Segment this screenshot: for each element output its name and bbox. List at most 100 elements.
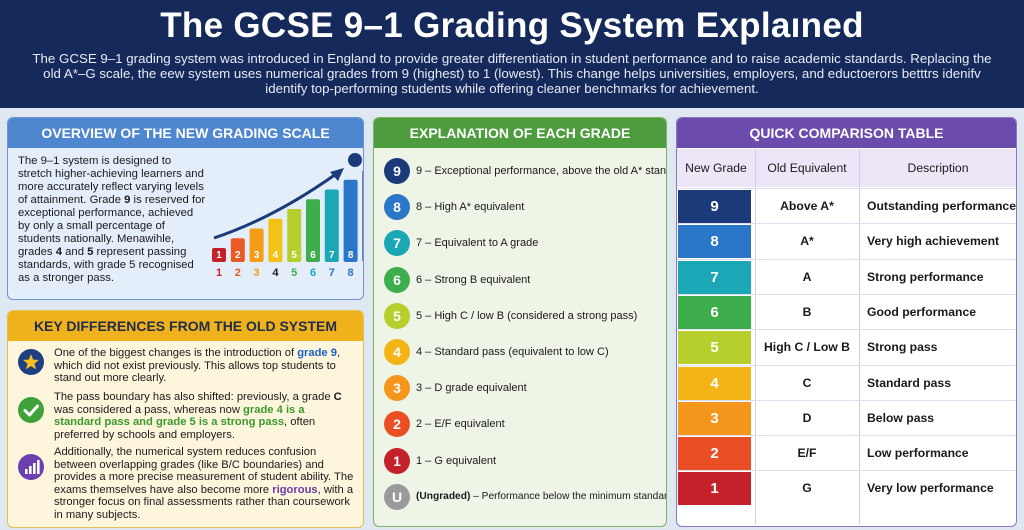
diff2-text-b: was considered a pass, whereas now — [54, 403, 244, 416]
table-cell-old-equivalent: D — [802, 410, 812, 425]
illustration-bar-label: 1 — [216, 250, 222, 261]
grade-item: 7 7 – Equivalent to A grade — [384, 230, 664, 258]
table-cell-grade: 5 — [678, 331, 751, 365]
table-cell-grade: 9 — [678, 190, 751, 223]
table-cell-old-equivalent: E/F — [797, 446, 817, 461]
grade-item: 8 8 – High A* equivalent — [384, 194, 664, 222]
comparison-title: QUICK COMPARISON TABLE — [677, 118, 1016, 148]
table-cell-old-equivalent: High C / Low B — [764, 340, 850, 355]
grade-growth-illustration: 112233445566778899 — [212, 153, 363, 279]
differences-title: KEY DIFFERENCES FROM THE OLD SYSTEM — [8, 311, 363, 341]
grade-badge: 8 — [384, 194, 410, 221]
grade-item: 9 9 – Exceptional performance, above the … — [384, 158, 667, 186]
table-row: 8 A* Very high achievement — [677, 223, 1016, 259]
illustration-bar — [324, 189, 339, 262]
table-cell-grade: 8 — [678, 225, 751, 259]
table-cell-grade: 7 — [678, 260, 751, 294]
trend-arrow-head — [330, 168, 344, 181]
table-cell-old-equivalent: B — [802, 304, 812, 319]
grade-item: 4 4 – Standard pass (equivalent to low C) — [384, 339, 664, 367]
table-row: 5 High C / Low B Strong pass — [677, 329, 1016, 365]
table-cell-old-equivalent: A* — [800, 234, 814, 249]
diff1-highlight: grade 9 — [297, 347, 337, 359]
illustration-bar-label: 3 — [254, 250, 260, 261]
diff1-text-b: , which did not exist previously. This a… — [54, 347, 341, 385]
difference-text-3: Additionally, the numerical system reduc… — [54, 446, 354, 522]
column-divider — [755, 149, 756, 524]
table-cell-description: Outstanding performance — [867, 199, 1016, 213]
difference-text-2: The pass boundary has also shifted: prev… — [54, 391, 354, 441]
illustration-bar — [287, 209, 302, 262]
grade-description: 6 – Strong B equivalent — [416, 273, 531, 286]
diff2-text-c: , often preferred by schools and employe… — [54, 416, 316, 441]
grade-description: 2 – E/F equivalent — [416, 418, 505, 431]
table-cell-description: Strong pass — [867, 340, 938, 355]
grade-description-rest: – Performance below the minimum standard — [470, 490, 667, 502]
trend-dot — [348, 153, 362, 167]
illustration-axis-label: 6 — [310, 267, 316, 279]
grade-badge: 4 — [384, 339, 410, 365]
grade-item: 3 3 – D grade equivalent — [384, 375, 664, 403]
diff3-text-a: Additionally, the numerical system reduc… — [54, 446, 354, 496]
overview-grade4: 4 — [55, 246, 62, 258]
grade-description: (Ungraded) – Performance below the minim… — [416, 490, 667, 502]
illustration-bar-label: 6 — [310, 250, 316, 261]
diff3-text-b: , with a stronger focus on final assessm… — [54, 483, 354, 521]
table-row: 7 A Strong performance — [677, 258, 1016, 294]
differences-panel: KEY DIFFERENCES FROM THE OLD SYSTEM One … — [7, 310, 364, 528]
overview-title: OVERVIEW OF THE NEW GRADING SCALE — [8, 118, 363, 148]
table-row: 9 Above A* Outstanding performance — [677, 188, 1016, 223]
grade-description: 7 – Equivalent to A grade — [416, 237, 539, 250]
grade-badge: 6 — [384, 266, 410, 293]
table-cell-description: Standard pass — [867, 375, 951, 390]
table-cell-grade: 1 — [678, 472, 751, 506]
star-icon — [18, 349, 44, 375]
illustration-bar — [230, 238, 245, 262]
grade-badge: U — [384, 483, 410, 510]
illustration-bar-label: 5 — [291, 250, 297, 261]
grade-description: 5 – High C / low B (considered a strong … — [416, 309, 638, 322]
grade-description: 9 – Exceptional performance, above the o… — [416, 165, 667, 177]
illustration-bar — [343, 179, 358, 262]
illustration-bar — [306, 199, 320, 262]
grade-badge: 5 — [384, 302, 410, 329]
grade-item: 1 1 – G equivalent — [384, 447, 664, 476]
table-cell-grade: 6 — [678, 295, 751, 329]
table-cell-grade: 2 — [678, 437, 751, 471]
header-old-equivalent: Old Equivalent — [755, 149, 859, 187]
header-new-grade: New Grade — [677, 149, 755, 187]
overview-panel: OVERVIEW OF THE NEW GRADING SCALE The 9–… — [7, 117, 364, 300]
diff2-highlight: grade 4 is a standard pass and grade 5 i… — [54, 403, 305, 429]
illustration-bar-label: 8 — [348, 250, 354, 261]
check-icon — [18, 397, 44, 423]
column-divider — [859, 149, 860, 524]
intro-text: The GCSE 9–1 grading system was introduc… — [32, 51, 992, 96]
grade-description: 8 – High A* equivalent — [416, 201, 525, 214]
table-cell-description: Strong performance — [867, 269, 984, 284]
grade-description: 3 – D grade equivalent — [416, 382, 527, 395]
illustration-axis-label: 8 — [348, 267, 354, 279]
grade-badge: 7 — [384, 230, 410, 257]
table-cell-old-equivalent: G — [802, 481, 812, 496]
diff2-bold: C — [333, 391, 342, 403]
page-header: The GCSE 9–1 Grading System Explaıned Th… — [0, 0, 1024, 108]
grade-item: 5 5 – High C / low B (considered a strong… — [384, 302, 664, 331]
table-row: 2 E/F Low performance — [677, 435, 1016, 471]
table-cell-description: Good performance — [867, 304, 977, 319]
table-row: 3 D Below pass — [677, 399, 1016, 435]
overview-grade9: 9 — [124, 194, 131, 206]
difference-text-1: One of the biggest changes is the introd… — [54, 347, 354, 385]
explanation-title: EXPLANATION OF EACH GRADE — [374, 118, 666, 148]
overview-text: The 9–1 system is designed to stretch hi… — [18, 155, 208, 285]
grade-item: 2 2 – E/F equivalent — [384, 411, 664, 439]
table-row: 6 B Good performance — [677, 293, 1016, 329]
table-cell-description: Low performance — [867, 446, 969, 461]
illustration-axis-label: 7 — [329, 267, 335, 279]
illustration-axis-label: 2 — [235, 267, 241, 279]
table-row: 1 G Very low performance — [677, 470, 1016, 506]
grade-item: 6 6 – Strong B equivalent — [384, 266, 664, 295]
comparison-panel: QUICK COMPARISON TABLE New Grade Old Equ… — [676, 117, 1017, 527]
illustration-axis-label: 3 — [254, 267, 260, 279]
grade-item: U (Ungraded) – Performance below the mini… — [384, 483, 667, 512]
page-title: The GCSE 9–1 Grading System Explaıned — [160, 6, 864, 45]
